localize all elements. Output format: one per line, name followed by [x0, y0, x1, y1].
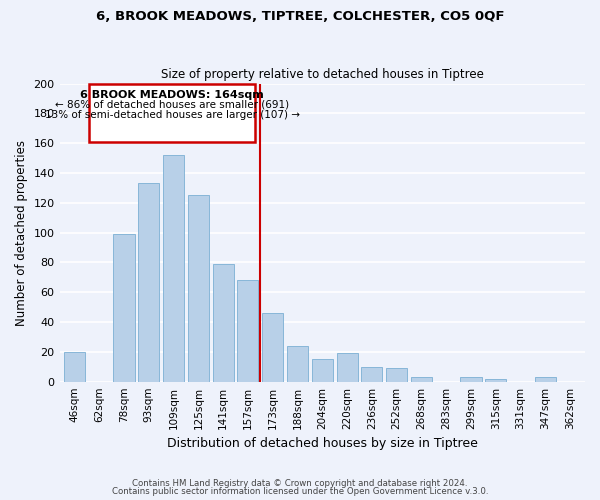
Bar	[262, 313, 283, 382]
Bar	[113, 234, 134, 382]
Bar	[238, 280, 259, 382]
Text: 13% of semi-detached houses are larger (107) →: 13% of semi-detached houses are larger (…	[45, 110, 300, 120]
Title: Size of property relative to detached houses in Tiptree: Size of property relative to detached ho…	[161, 68, 484, 81]
Bar	[287, 346, 308, 382]
Text: Contains HM Land Registry data © Crown copyright and database right 2024.: Contains HM Land Registry data © Crown c…	[132, 478, 468, 488]
Y-axis label: Number of detached properties: Number of detached properties	[15, 140, 28, 326]
Bar	[163, 155, 184, 382]
Bar	[411, 377, 432, 382]
Bar	[212, 264, 233, 382]
Bar	[535, 377, 556, 382]
Text: 6 BROOK MEADOWS: 164sqm: 6 BROOK MEADOWS: 164sqm	[80, 90, 264, 100]
Bar	[312, 360, 333, 382]
Text: 6, BROOK MEADOWS, TIPTREE, COLCHESTER, CO5 0QF: 6, BROOK MEADOWS, TIPTREE, COLCHESTER, C…	[96, 10, 504, 23]
Bar	[64, 352, 85, 382]
Bar	[337, 354, 358, 382]
Bar	[485, 378, 506, 382]
Text: ← 86% of detached houses are smaller (691): ← 86% of detached houses are smaller (69…	[55, 100, 289, 110]
FancyBboxPatch shape	[89, 84, 256, 141]
Bar	[138, 184, 160, 382]
Bar	[460, 377, 482, 382]
Text: Contains public sector information licensed under the Open Government Licence v.: Contains public sector information licen…	[112, 487, 488, 496]
Bar	[188, 196, 209, 382]
X-axis label: Distribution of detached houses by size in Tiptree: Distribution of detached houses by size …	[167, 437, 478, 450]
Bar	[361, 367, 382, 382]
Bar	[386, 368, 407, 382]
